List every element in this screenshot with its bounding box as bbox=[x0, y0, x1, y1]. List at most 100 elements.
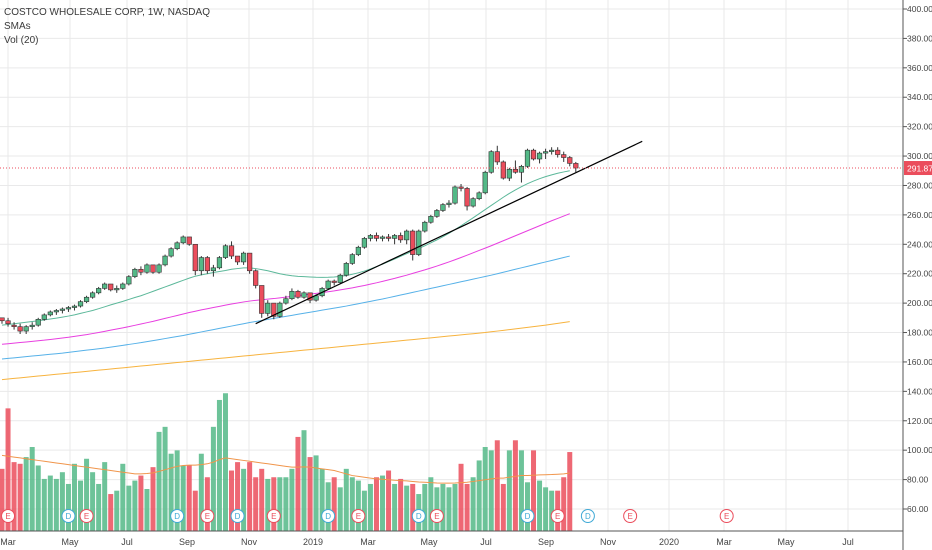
candle-body bbox=[367, 235, 374, 239]
earnings-marker[interactable]: E bbox=[550, 509, 565, 523]
volume-indicator-label[interactable]: Vol (20) bbox=[4, 35, 39, 46]
dividend-marker[interactable]: D bbox=[520, 509, 535, 523]
candle-body bbox=[379, 236, 386, 239]
dividend-marker[interactable]: D bbox=[411, 509, 426, 523]
candle-body bbox=[343, 263, 349, 276]
volume-bar bbox=[168, 453, 174, 531]
candle-body bbox=[126, 276, 132, 285]
dividend-marker[interactable]: D bbox=[61, 509, 76, 523]
candle bbox=[458, 184, 464, 192]
volume-bar bbox=[476, 460, 482, 531]
dividend-marker[interactable]: D bbox=[230, 509, 245, 523]
candle bbox=[228, 241, 235, 259]
volume-bar bbox=[23, 457, 29, 531]
candle bbox=[222, 244, 229, 259]
earnings-marker[interactable]: E bbox=[200, 509, 215, 523]
candle-body bbox=[216, 257, 223, 269]
x-tick-label: 2019 bbox=[303, 537, 323, 547]
earnings-marker[interactable]: E bbox=[623, 509, 638, 523]
candle-body bbox=[120, 283, 126, 289]
earnings-marker[interactable]: E bbox=[79, 509, 94, 523]
volume-bar bbox=[120, 463, 126, 531]
volume-bar bbox=[180, 465, 186, 531]
y-tick-label: 240.00 bbox=[907, 239, 932, 249]
volume-bar bbox=[204, 477, 210, 531]
dividend-marker[interactable]: D bbox=[170, 509, 185, 523]
dividend-marker[interactable]: D bbox=[321, 509, 336, 523]
y-tick-label: 100.00 bbox=[907, 445, 932, 455]
candle bbox=[180, 235, 186, 245]
marker-label: D bbox=[325, 512, 331, 521]
candle bbox=[53, 309, 59, 315]
candle bbox=[11, 322, 17, 330]
marker-circle bbox=[351, 509, 366, 523]
volume-bar bbox=[506, 450, 512, 531]
candle-body bbox=[204, 257, 210, 272]
candle-body bbox=[458, 186, 464, 189]
candle-body bbox=[228, 245, 235, 257]
volume-bar bbox=[404, 485, 410, 531]
candle bbox=[210, 264, 217, 277]
earnings-marker[interactable]: E bbox=[429, 509, 444, 523]
candle-body bbox=[150, 264, 156, 273]
y-tick-label: 60.00 bbox=[907, 504, 929, 514]
candle bbox=[536, 151, 543, 164]
x-tick-label: Sep bbox=[179, 537, 195, 547]
volume-bar bbox=[319, 468, 325, 531]
candle-body bbox=[536, 152, 543, 160]
candle bbox=[343, 261, 349, 277]
volume-bar bbox=[567, 452, 573, 531]
candle bbox=[120, 282, 126, 290]
x-tick-label: Mar bbox=[0, 537, 16, 547]
candle-body bbox=[17, 326, 23, 332]
candle bbox=[446, 200, 452, 208]
candle bbox=[156, 263, 162, 274]
candle-body bbox=[506, 168, 512, 179]
smas-indicator-label[interactable]: SMAs bbox=[4, 21, 31, 32]
candle-body bbox=[71, 305, 78, 308]
volume-bars bbox=[0, 393, 573, 531]
symbol-title[interactable]: COSTCO WHOLESALE CORP, 1W, NASDAQ bbox=[4, 7, 210, 18]
trendline-line[interactable] bbox=[255, 140, 643, 325]
candle-body bbox=[180, 236, 186, 244]
trendline[interactable] bbox=[255, 140, 643, 325]
earnings-marker[interactable]: E bbox=[266, 509, 281, 523]
candle-body bbox=[59, 308, 65, 311]
y-tick-label: 320.00 bbox=[907, 122, 932, 132]
x-tick-label: Jul bbox=[480, 537, 492, 547]
earnings-marker[interactable]: E bbox=[1, 509, 16, 523]
volume-bar bbox=[295, 436, 301, 531]
marker-circle bbox=[719, 509, 734, 523]
earnings-marker[interactable]: E bbox=[351, 509, 366, 523]
candle-body bbox=[325, 280, 331, 289]
time-axis[interactable]: Mar May Jul Sep Nov 2019 Mar May Jul Sep Nov 2020 Ma… bbox=[0, 530, 903, 547]
sma-50-line bbox=[1, 213, 570, 345]
candlesticks bbox=[0, 145, 579, 334]
candle-body bbox=[440, 204, 446, 211]
marker-circle bbox=[550, 509, 565, 523]
volume-bar bbox=[96, 483, 102, 531]
candle bbox=[17, 323, 23, 334]
volume-bar bbox=[78, 480, 84, 531]
candle bbox=[83, 295, 90, 304]
candle-body bbox=[234, 255, 241, 263]
candle bbox=[391, 234, 398, 245]
volume-bar bbox=[313, 455, 319, 531]
volume-bar bbox=[500, 483, 506, 531]
candle bbox=[398, 232, 404, 243]
volume-bar bbox=[253, 477, 259, 531]
candle-body bbox=[253, 270, 259, 286]
earnings-marker[interactable]: E bbox=[719, 509, 734, 523]
marker-circle bbox=[170, 509, 185, 523]
candle bbox=[518, 164, 525, 183]
candle-body bbox=[349, 254, 355, 264]
price-axis[interactable]: 60.00 80.00 100.00 120.00 140.00 160.00 180.00… bbox=[902, 0, 932, 550]
dividend-marker[interactable]: D bbox=[580, 509, 595, 523]
x-tick-label: May bbox=[420, 537, 438, 547]
candle bbox=[162, 254, 168, 267]
candle bbox=[35, 317, 41, 327]
volume-bar bbox=[289, 468, 295, 531]
candle-body bbox=[23, 326, 29, 332]
